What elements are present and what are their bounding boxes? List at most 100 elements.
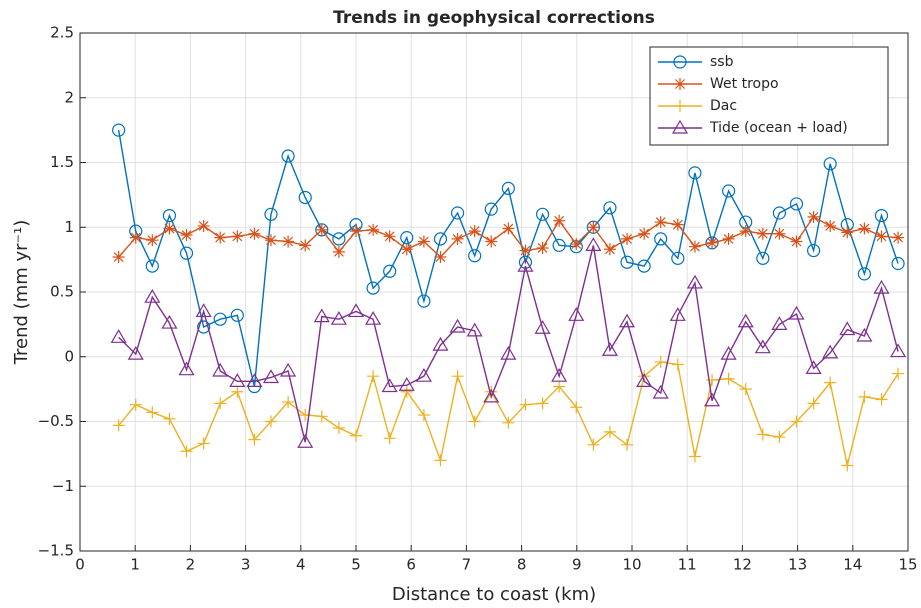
data-point: [773, 431, 786, 444]
data-point: [671, 218, 684, 231]
data-point: [891, 256, 905, 271]
data-point: [756, 251, 770, 265]
x-tick-label: 8: [517, 556, 527, 574]
data-point: [332, 232, 346, 246]
data-point: [230, 308, 244, 322]
data-point: [570, 401, 583, 414]
data-point: [280, 362, 297, 377]
data-point: [484, 202, 498, 216]
data-point: [587, 221, 600, 234]
data-point: [400, 243, 413, 256]
y-tick-label: 2.5: [50, 24, 74, 42]
legend-marker: [673, 55, 687, 69]
data-point: [315, 223, 328, 236]
data-point: [519, 244, 532, 257]
x-tick-label: 12: [733, 556, 752, 574]
x-tick-label: 2: [186, 556, 196, 574]
data-point: [875, 230, 888, 243]
data-point: [197, 437, 210, 450]
data-point: [197, 320, 211, 334]
data-point: [264, 234, 277, 247]
data-point: [434, 251, 447, 264]
data-point: [568, 307, 585, 321]
data-point: [162, 208, 177, 223]
data-point: [688, 240, 701, 253]
data-point: [686, 274, 703, 289]
data-point: [381, 378, 398, 393]
data-point: [790, 235, 803, 248]
data-point: [315, 410, 328, 423]
data-point: [873, 279, 890, 294]
data-point: [398, 377, 415, 391]
legend-label: ssb: [710, 54, 734, 70]
data-point: [282, 235, 295, 248]
data-point: [618, 313, 636, 328]
data-point: [144, 288, 161, 303]
legend-marker: [671, 119, 689, 134]
data-point: [654, 232, 668, 246]
x-tick-label: 13: [788, 556, 807, 574]
data-point: [112, 251, 125, 264]
y-tick-label: −1.5: [38, 542, 74, 560]
data-point: [501, 181, 515, 195]
data-point: [790, 415, 803, 428]
data-point: [231, 385, 244, 398]
x-tick-label: 0: [75, 556, 85, 574]
data-point: [366, 281, 380, 295]
data-point: [299, 239, 312, 252]
x-tick-label: 3: [241, 556, 251, 574]
data-point: [197, 219, 210, 232]
data-point: [637, 259, 651, 273]
data-point: [652, 384, 669, 399]
data-point: [621, 232, 634, 245]
data-point: [585, 237, 602, 251]
y-tick-label: 1: [64, 218, 74, 236]
data-point: [824, 376, 837, 389]
x-tick-label: 11: [678, 556, 697, 574]
x-axis-label: Distance to coast (km): [392, 584, 596, 605]
data-point: [789, 197, 804, 211]
data-point: [502, 416, 515, 429]
x-tick-label: 9: [572, 556, 582, 574]
data-point: [722, 372, 735, 385]
data-point: [163, 412, 176, 425]
data-point: [772, 206, 786, 220]
series-line: [117, 130, 899, 387]
x-tick-label: 14: [843, 556, 862, 574]
data-point: [754, 339, 771, 354]
series: [110, 237, 907, 448]
legend-label: Dac: [710, 98, 737, 114]
data-point: [282, 396, 295, 409]
data-point: [654, 216, 667, 229]
data-point: [468, 249, 482, 263]
data-point: [485, 235, 498, 248]
x-tick-label: 10: [622, 556, 641, 574]
data-point: [146, 234, 159, 247]
data-point: [890, 343, 907, 358]
data-point: [824, 219, 837, 232]
x-tick-label: 4: [296, 556, 306, 574]
data-point: [231, 230, 244, 243]
data-point: [706, 374, 719, 387]
data-point: [892, 231, 905, 244]
data-point: [519, 398, 532, 411]
data-point: [248, 227, 261, 240]
data-point: [468, 225, 481, 238]
data-point: [552, 238, 566, 252]
data-point: [450, 206, 465, 220]
data-point: [857, 267, 871, 281]
data-point: [383, 230, 396, 243]
data-point: [347, 303, 365, 318]
series: [112, 123, 905, 394]
data-point: [213, 312, 227, 326]
x-tick-label: 15: [898, 556, 917, 574]
data-point: [603, 201, 617, 215]
data-point: [807, 210, 820, 223]
data-point: [127, 345, 144, 360]
data-point: [654, 355, 667, 368]
y-tick-label: 2: [64, 88, 74, 106]
data-point: [771, 316, 788, 330]
data-point: [601, 342, 618, 356]
data-point: [214, 231, 227, 244]
data-point: [603, 425, 616, 438]
